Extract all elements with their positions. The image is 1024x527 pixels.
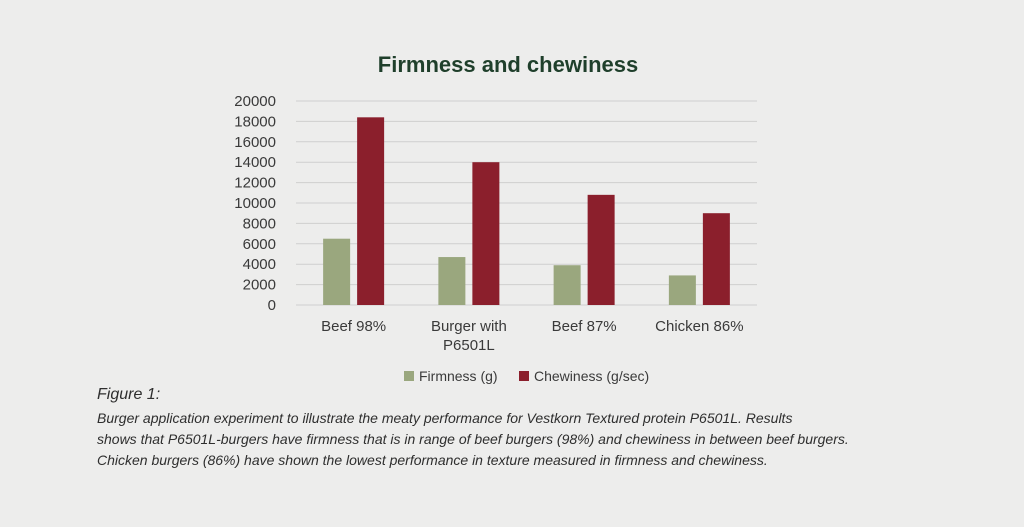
bar-chewiness <box>587 194 615 305</box>
x-tick-label: Burger with <box>431 318 507 335</box>
y-axis-ticks: 0 2000 4000 6000 8000 10000 12000 14000 16000 180… <box>234 93 276 314</box>
caption-label: Figure 1: <box>97 386 161 403</box>
y-tick-label: 20000 <box>234 93 276 110</box>
y-tick-label: 2000 <box>243 277 276 294</box>
x-axis-labels: Beef 98% Burger with P6501L Beef 87% Chicken… <box>321 318 743 354</box>
bars <box>323 117 730 305</box>
x-tick-label: Beef 98% <box>321 318 386 335</box>
bar-firmness <box>438 257 466 305</box>
bar-firmness <box>668 275 696 305</box>
y-tick-label: 16000 <box>234 134 276 151</box>
bar-firmness <box>553 265 581 305</box>
bar-chewiness <box>472 162 500 305</box>
y-tick-label: 4000 <box>243 256 276 273</box>
y-tick-label: 8000 <box>243 215 276 232</box>
legend-swatch <box>404 371 414 381</box>
bar-chewiness <box>702 213 730 305</box>
x-tick-label: P6501L <box>443 337 495 354</box>
y-tick-label: 10000 <box>234 195 276 212</box>
legend-label: Chewiness (g/sec) <box>534 368 649 384</box>
x-tick-label: Chicken 86% <box>655 318 743 335</box>
chart: Firmness and chewiness 0 2000 4000 6000 8000… <box>234 52 757 384</box>
y-tick-label: 0 <box>268 297 276 314</box>
y-tick-label: 14000 <box>234 154 276 171</box>
y-tick-label: 6000 <box>243 236 276 253</box>
legend-label: Firmness (g) <box>419 368 498 384</box>
x-tick-label: Beef 87% <box>552 318 617 335</box>
legend-swatch <box>519 371 529 381</box>
chart-title: Firmness and chewiness <box>378 52 638 77</box>
bar-firmness <box>323 238 351 305</box>
caption-line: Burger application experiment to illustr… <box>97 410 793 426</box>
figure-caption: Figure 1: Burger application experiment … <box>97 384 997 471</box>
y-tick-label: 12000 <box>234 175 276 192</box>
legend: Firmness (g) Chewiness (g/sec) <box>404 368 649 384</box>
caption-line: Chicken burgers (86%) have shown the low… <box>97 452 768 468</box>
y-tick-label: 18000 <box>234 113 276 130</box>
caption-line: shows that P6501L-burgers have firmness … <box>97 431 849 447</box>
caption-text: Burger application experiment to illustr… <box>97 408 997 471</box>
bar-chewiness <box>357 117 385 305</box>
